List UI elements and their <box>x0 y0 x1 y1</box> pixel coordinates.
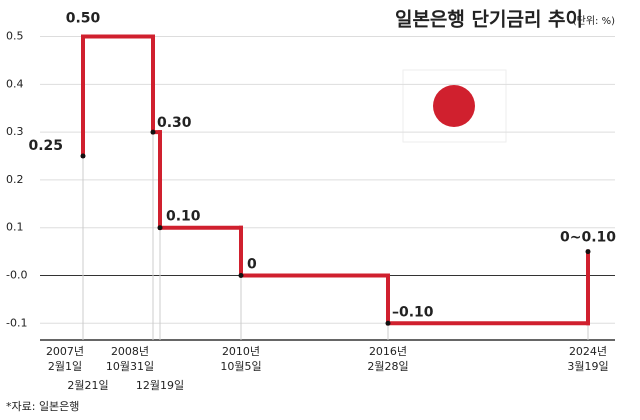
value-label: 0.10 <box>166 209 201 225</box>
point <box>385 320 391 326</box>
x-tick-label: 2008년 <box>111 345 149 358</box>
y-tick-label: 0.3 <box>6 125 24 138</box>
point <box>150 129 156 135</box>
point <box>238 272 244 278</box>
value-label: 0 <box>247 256 257 272</box>
chart-title: 일본은행 단기금리 추이 <box>395 9 583 31</box>
y-tick-label: 0.2 <box>6 173 24 186</box>
x-tick-label: 12월19일 <box>136 378 184 392</box>
value-label: –0.10 <box>392 304 434 320</box>
y-tick-label: -0.0 <box>6 268 27 281</box>
value-label: 0.30 <box>157 115 192 131</box>
flag-disc <box>433 85 475 127</box>
chart-subtitle: (단위: %) <box>573 14 615 27</box>
x-tick-label: 2016년 <box>369 345 407 358</box>
point <box>157 225 163 231</box>
x-tick-label: 2월21일 <box>67 378 108 392</box>
japan-flag <box>402 69 507 143</box>
x-tick-label: 10월31일 <box>106 359 154 373</box>
x-tick-label: 3월19일 <box>567 359 608 373</box>
x-tick-label: 2024년 <box>569 345 607 358</box>
point <box>80 153 86 159</box>
value-label: 0~0.10 <box>560 230 616 246</box>
y-tick-label: -0.1 <box>6 316 27 329</box>
source-note: *자료: 일본은행 <box>6 399 79 413</box>
x-tick-label: 10월5일 <box>220 359 261 373</box>
value-label: 0.50 <box>66 11 101 27</box>
x-tick-label: 2월1일 <box>48 359 82 373</box>
value-label: 0.25 <box>28 138 63 154</box>
y-tick-label: 0.1 <box>6 221 24 234</box>
x-tick-label: 2010년 <box>222 345 260 358</box>
y-tick-label: 0.5 <box>6 30 24 43</box>
point <box>585 249 591 255</box>
x-tick-label: 2월28일 <box>367 359 408 373</box>
y-tick-label: 0.4 <box>6 77 24 90</box>
x-tick-label: 2007년 <box>46 345 84 358</box>
